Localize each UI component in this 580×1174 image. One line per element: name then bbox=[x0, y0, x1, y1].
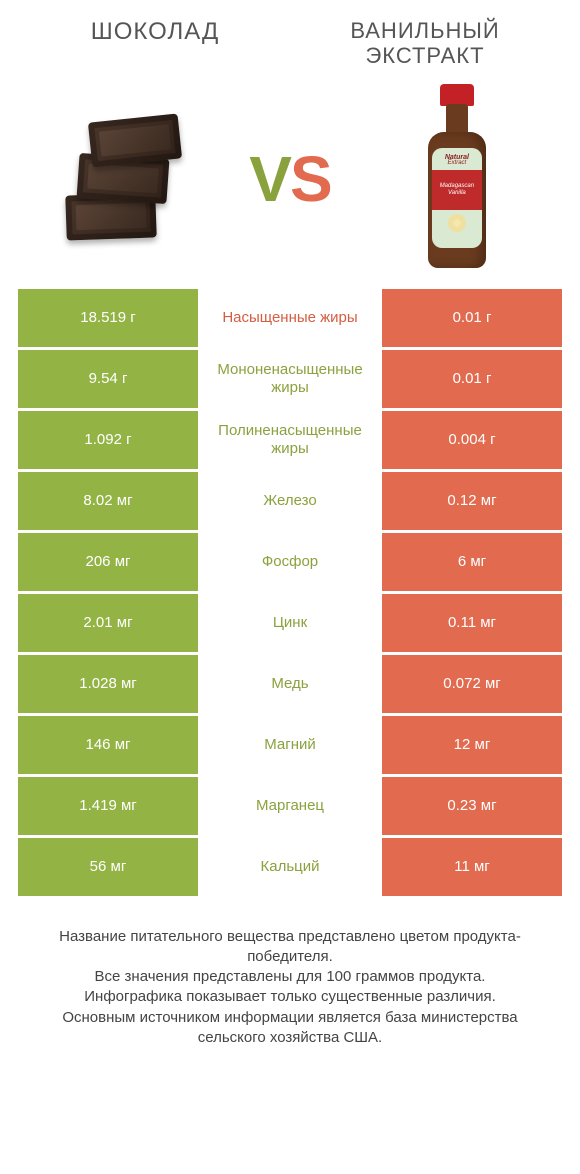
vs-label: VS bbox=[249, 142, 330, 216]
value-right: 12 мг bbox=[382, 716, 562, 774]
value-right: 0.23 мг bbox=[382, 777, 562, 835]
product-image-right: Natural Extract Madagascan Vanilla bbox=[377, 84, 537, 274]
bottle-band-line2: Vanilla bbox=[448, 190, 466, 197]
product-image-left bbox=[43, 84, 203, 274]
value-left: 1.028 мг bbox=[18, 655, 198, 713]
table-row: 146 мгМагний12 мг bbox=[18, 716, 562, 774]
value-left: 146 мг bbox=[18, 716, 198, 774]
chocolate-icon bbox=[48, 104, 198, 254]
nutrient-name: Мононенасыщенные жиры bbox=[198, 350, 382, 408]
header: Шоколад Ванильный экстракт bbox=[0, 0, 580, 69]
value-left: 1.092 г bbox=[18, 411, 198, 469]
table-row: 1.419 мгМарганец0.23 мг bbox=[18, 777, 562, 835]
footnote: Название питательного вещества представл… bbox=[0, 899, 580, 1049]
vanilla-bottle-icon: Natural Extract Madagascan Vanilla bbox=[422, 84, 492, 274]
value-right: 0.12 мг bbox=[382, 472, 562, 530]
value-right: 0.01 г bbox=[382, 350, 562, 408]
bottle-label-line2: Extract bbox=[448, 160, 467, 166]
vs-letter-s: S bbox=[290, 143, 331, 215]
table-row: 2.01 мгЦинк0.11 мг bbox=[18, 594, 562, 652]
title-right: Ванильный экстракт bbox=[290, 18, 560, 69]
value-left: 56 мг bbox=[18, 838, 198, 896]
nutrient-name: Фосфор bbox=[198, 533, 382, 591]
footnote-line: Все значения представлены для 100 граммо… bbox=[28, 967, 552, 987]
value-right: 0.004 г bbox=[382, 411, 562, 469]
table-row: 1.028 мгМедь0.072 мг bbox=[18, 655, 562, 713]
nutrient-name: Магний bbox=[198, 716, 382, 774]
table-row: 9.54 гМононенасыщенные жиры0.01 г bbox=[18, 350, 562, 408]
value-right: 0.11 мг bbox=[382, 594, 562, 652]
nutrient-name: Кальций bbox=[198, 838, 382, 896]
nutrient-name: Полиненасыщенные жиры bbox=[198, 411, 382, 469]
table-row: 1.092 гПолиненасыщенные жиры0.004 г bbox=[18, 411, 562, 469]
images-row: VS Natural Extract Madagascan Vanilla bbox=[0, 69, 580, 289]
footnote-line: Название питательного вещества представл… bbox=[28, 927, 552, 968]
value-left: 1.419 мг bbox=[18, 777, 198, 835]
nutrient-name: Медь bbox=[198, 655, 382, 713]
table-row: 56 мгКальций11 мг bbox=[18, 838, 562, 896]
nutrient-name: Насыщенные жиры bbox=[198, 289, 382, 347]
nutrient-name: Железо bbox=[198, 472, 382, 530]
table-row: 8.02 мгЖелезо0.12 мг bbox=[18, 472, 562, 530]
value-left: 206 мг bbox=[18, 533, 198, 591]
flower-icon bbox=[448, 214, 466, 232]
value-right: 0.01 г bbox=[382, 289, 562, 347]
value-left: 8.02 мг bbox=[18, 472, 198, 530]
value-right: 0.072 мг bbox=[382, 655, 562, 713]
table-row: 206 мгФосфор6 мг bbox=[18, 533, 562, 591]
table-row: 18.519 гНасыщенные жиры0.01 г bbox=[18, 289, 562, 347]
title-left: Шоколад bbox=[20, 18, 290, 46]
nutrient-name: Марганец bbox=[198, 777, 382, 835]
comparison-table: 18.519 гНасыщенные жиры0.01 г9.54 гМонон… bbox=[0, 289, 580, 896]
value-right: 6 мг bbox=[382, 533, 562, 591]
value-left: 2.01 мг bbox=[18, 594, 198, 652]
value-left: 9.54 г bbox=[18, 350, 198, 408]
vs-letter-v: V bbox=[249, 143, 290, 215]
nutrient-name: Цинк bbox=[198, 594, 382, 652]
bottle-band-line1: Madagascan bbox=[440, 183, 474, 190]
value-right: 11 мг bbox=[382, 838, 562, 896]
value-left: 18.519 г bbox=[18, 289, 198, 347]
footnote-line: Инфографика показывает только существенн… bbox=[28, 987, 552, 1007]
footnote-line: Основным источником информации является … bbox=[28, 1008, 552, 1049]
